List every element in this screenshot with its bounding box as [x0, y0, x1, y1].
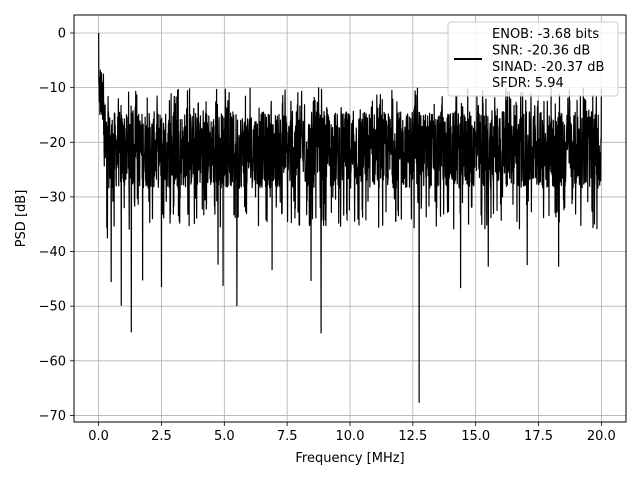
legend-entry-line: SNR: -20.36 dB	[492, 43, 590, 58]
x-axis-label: Frequency [MHz]	[295, 451, 404, 466]
legend-entry-line: ENOB: -3.68 bits	[492, 27, 599, 42]
y-tick-label: −40	[39, 245, 66, 260]
x-tick-label: 2.5	[151, 429, 172, 444]
y-tick-label: −60	[39, 354, 66, 369]
legend-entry: ENOB: -3.68 bits SNR: -20.36 dB SINAD: -20…	[492, 27, 604, 91]
legend-entry-line: SINAD: -20.37 dB	[492, 60, 604, 75]
y-tick-label: −20	[39, 136, 66, 151]
x-tick-label: 0.0	[88, 429, 109, 444]
y-tick-label: 0	[58, 27, 66, 42]
legend-box	[447, 21, 619, 97]
y-axis: 0 −10 −20 −30 −40 −50 −60 −70	[39, 27, 74, 424]
x-tick-label: 5.0	[214, 429, 235, 444]
x-tick-label: 10.0	[336, 429, 365, 444]
y-tick-label: −50	[39, 300, 66, 315]
y-tick-label: −70	[39, 409, 66, 424]
x-tick-label: 17.5	[524, 429, 553, 444]
x-tick-label: 20.0	[587, 429, 616, 444]
plot-area	[98, 33, 602, 403]
x-axis: 0.0 2.5 5.0 7.5 10.0 12.5 15.0 17.5 20.0	[88, 422, 616, 444]
x-tick-label: 7.5	[277, 429, 298, 444]
y-tick-label: −30	[39, 190, 66, 205]
legend: ENOB: -3.68 bits SNR: -20.36 dB SINAD: -20…	[447, 21, 619, 97]
legend-entry-line: SFDR: 5.94	[492, 76, 564, 91]
y-axis-label: PSD [dB]	[14, 190, 29, 248]
y-tick-label: −10	[39, 81, 66, 96]
x-tick-label: 12.5	[398, 429, 427, 444]
psd-series-line	[98, 33, 602, 403]
x-tick-label: 15.0	[461, 429, 490, 444]
